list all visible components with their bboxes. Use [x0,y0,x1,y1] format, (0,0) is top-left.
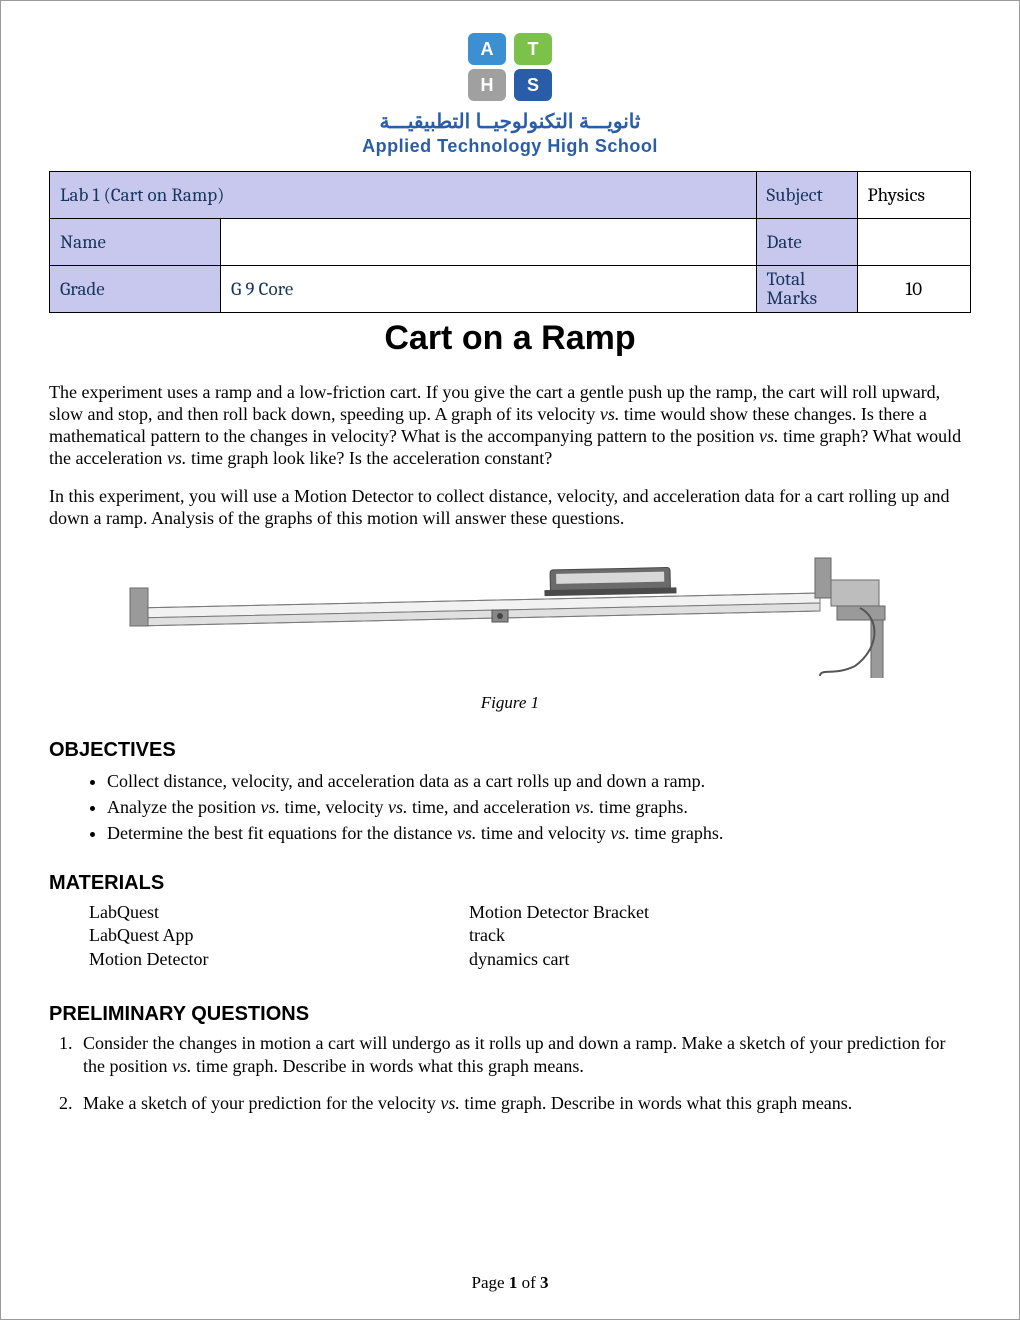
list-item: Consider the changes in motion a cart wi… [77,1032,971,1078]
cell-grade-label: Grade [50,266,221,313]
cell-name-value[interactable] [221,219,757,266]
intro-paragraph-2: In this experiment, you will use a Motio… [49,486,971,530]
logo-sq-h: H [468,69,506,101]
cell-grade-value: G 9 Core [221,266,757,313]
text: time graphs. [594,797,687,817]
materials-col-2: Motion Detector Bracket track dynamics c… [469,901,849,971]
cell-totalmarks-label: Total Marks [756,266,857,313]
page-total: 3 [540,1273,549,1292]
logo-sq-a: A [468,33,506,65]
cell-name-label: Name [50,219,221,266]
cell-subject-label: Subject [756,172,857,219]
vs-italic: vs. [600,404,620,424]
materials-columns: LabQuest LabQuest App Motion Detector Mo… [89,901,971,971]
text: time, and acceleration [407,797,574,817]
vs-italic: vs. [610,823,630,843]
school-name-arabic: ثانويـــة التكنولوجيــا التطبيقيـــة [49,109,971,134]
prelim-list: Consider the changes in motion a cart wi… [49,1032,971,1115]
list-item: LabQuest App [89,924,469,947]
text: time, velocity [280,797,388,817]
list-item: Collect distance, velocity, and accelera… [107,768,971,794]
logo-sq-t: T [514,33,552,65]
materials-heading: MATERIALS [49,872,971,895]
materials-col-1: LabQuest LabQuest App Motion Detector [89,901,469,971]
intro-paragraph-1: The experiment uses a ramp and a low-fri… [49,382,971,470]
prelim-heading: PRELIMINARY QUESTIONS [49,1003,971,1026]
text: Analyze the position [107,797,260,817]
list-item: dynamics cart [469,948,849,971]
vs-italic: vs. [759,426,779,446]
text: of [517,1273,540,1292]
text: time graph. Describe in words what this … [460,1093,852,1113]
cell-subject-value: Physics [857,172,970,219]
list-item: Motion Detector [89,948,469,971]
cell-date-value[interactable] [857,219,970,266]
text: Collect distance, velocity, and accelera… [107,771,705,791]
table-row: Lab 1 (Cart on Ramp) Subject Physics [50,172,971,219]
page-footer: Page 1 of 3 [1,1273,1019,1293]
cell-lab: Lab 1 (Cart on Ramp) [50,172,757,219]
list-item: Make a sketch of your prediction for the… [77,1092,971,1115]
text: time graph. Describe in words what this … [192,1056,584,1076]
vs-italic: vs. [172,1056,192,1076]
vs-italic: vs. [575,797,595,817]
vs-italic: vs. [388,797,408,817]
objectives-list: Collect distance, velocity, and accelera… [49,768,971,846]
list-item: Determine the best fit equations for the… [107,820,971,846]
lab-info-table: Lab 1 (Cart on Ramp) Subject Physics Nam… [49,171,971,313]
school-name-english: Applied Technology High School [49,136,971,157]
text: Page [472,1273,509,1292]
figure-caption: Figure 1 [120,693,900,713]
objectives-heading: OBJECTIVES [49,739,971,762]
logo-sq-s: S [514,69,552,101]
page-title: Cart on a Ramp [49,319,971,358]
cell-totalmarks-value: 10 [857,266,970,313]
list-item: LabQuest [89,901,469,924]
list-item: Motion Detector Bracket [469,901,849,924]
vs-italic: vs. [167,448,187,468]
school-logo-block: A T H S ثانويـــة التكنولوجيــا التطبيقي… [49,31,971,157]
ramp-diagram-svg [120,548,900,678]
table-row: Name Date [50,219,971,266]
text: time graphs. [630,823,723,843]
table-row: Grade G 9 Core Total Marks 10 [50,266,971,313]
list-item: track [469,924,849,947]
logo-squares: A T H S [466,31,554,103]
text: Make a sketch of your prediction for the… [83,1093,440,1113]
list-item: Analyze the position vs. time, velocity … [107,794,971,820]
text: Determine the best fit equations for the… [107,823,457,843]
vs-italic: vs. [457,823,477,843]
text: time graph look like? Is the acceleratio… [186,448,552,468]
figure-1: Figure 1 [120,548,900,713]
cell-date-label: Date [756,219,857,266]
text: time and velocity [476,823,610,843]
page: A T H S ثانويـــة التكنولوجيــا التطبيقي… [0,0,1020,1320]
vs-italic: vs. [440,1093,460,1113]
vs-italic: vs. [260,797,280,817]
